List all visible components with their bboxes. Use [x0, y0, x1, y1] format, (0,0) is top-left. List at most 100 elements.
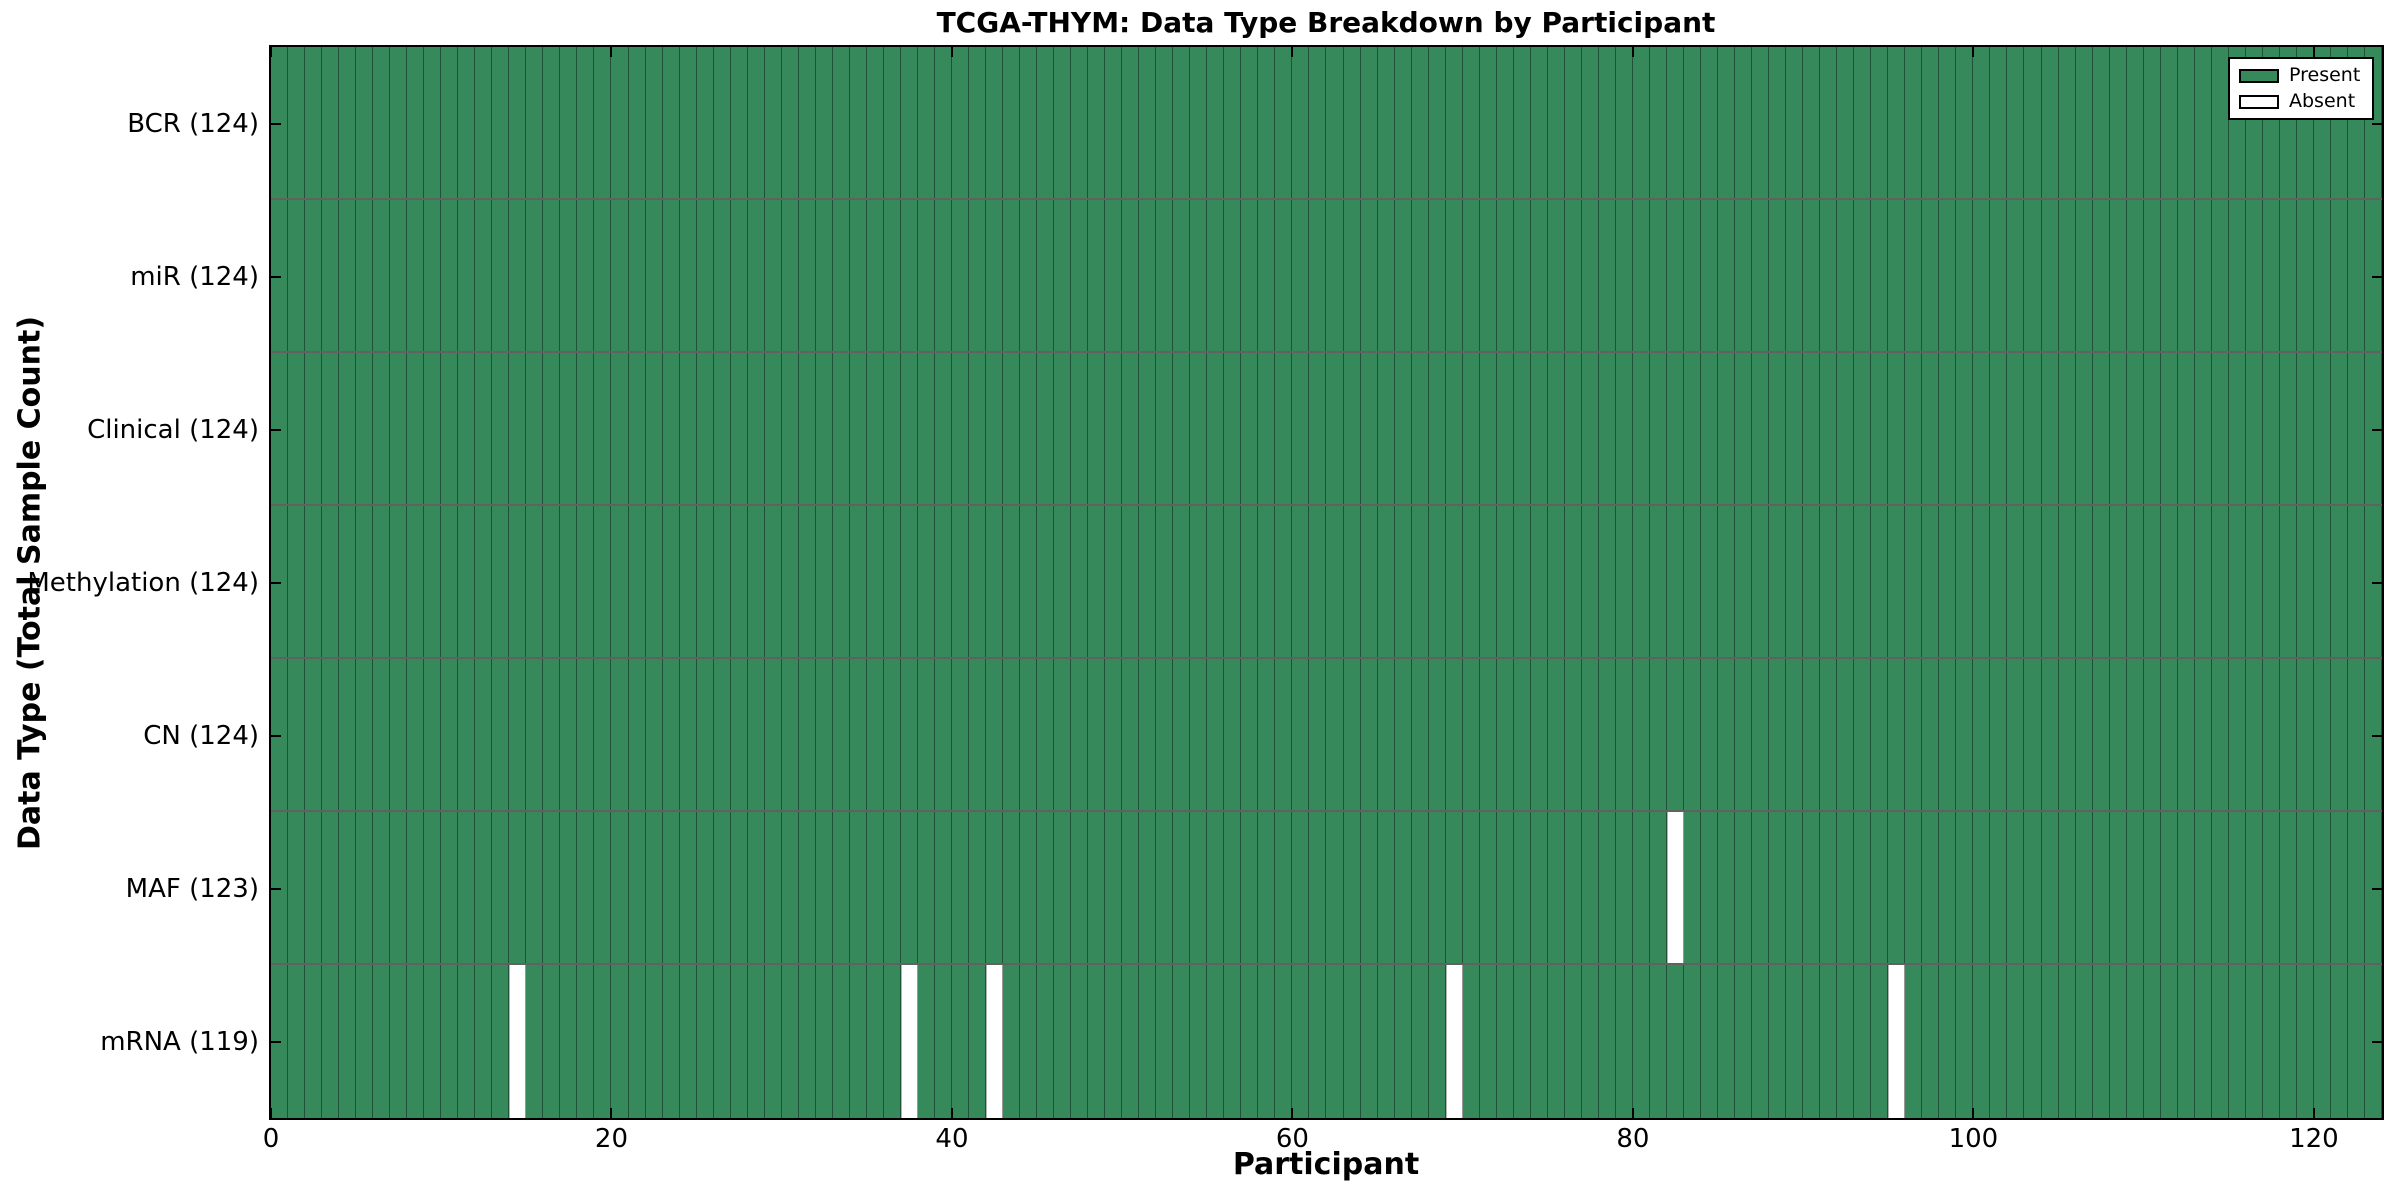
cell-present — [543, 659, 561, 810]
cell-present — [628, 506, 646, 657]
cell-present — [305, 965, 323, 1118]
cell-present — [2279, 506, 2297, 657]
cell-present — [2041, 200, 2059, 351]
cell-present — [356, 506, 374, 657]
cell-present — [986, 353, 1004, 504]
cell-present — [713, 47, 731, 198]
cell-present — [815, 506, 833, 657]
cell-present — [1377, 200, 1395, 351]
cell-present — [1701, 353, 1719, 504]
cell-present — [2041, 353, 2059, 504]
x-tick-label: 120 — [2289, 1124, 2339, 1154]
cell-present — [713, 506, 731, 657]
cell-present — [1156, 659, 1174, 810]
cell-present — [1530, 812, 1548, 963]
cell-present — [730, 965, 748, 1118]
cell-present — [1462, 659, 1480, 810]
cell-present — [305, 506, 323, 657]
cell-present — [662, 965, 680, 1118]
cell-present — [288, 506, 306, 657]
cell-present — [1905, 965, 1923, 1118]
cell-present — [2058, 506, 2076, 657]
cell-present — [2211, 965, 2229, 1118]
cell-present — [458, 353, 476, 504]
cell-present — [1973, 47, 1991, 198]
cell-present — [2313, 812, 2331, 963]
cell-present — [968, 659, 987, 810]
cell-present — [900, 812, 918, 963]
cell-present — [917, 965, 935, 1118]
cell-present — [2109, 353, 2127, 504]
cell-present — [849, 659, 867, 810]
cell-present — [1564, 200, 1582, 351]
cell-present — [1122, 353, 1140, 504]
cell-present — [900, 506, 918, 657]
cell-present — [1854, 200, 1872, 351]
cell-present — [1224, 353, 1242, 504]
x-tick-mark — [950, 47, 953, 57]
cell-present — [1309, 353, 1327, 504]
cell-present — [1564, 965, 1582, 1118]
cell-present — [1615, 47, 1633, 198]
cell-present — [526, 200, 544, 351]
cell-present — [1105, 659, 1123, 810]
cell-present — [1071, 47, 1089, 198]
cell-present — [1411, 812, 1429, 963]
cell-present — [1241, 47, 1259, 198]
x-tick-mark — [1291, 47, 1294, 57]
cell-present — [679, 200, 697, 351]
cell-present — [1922, 506, 1940, 657]
cell-present — [832, 353, 850, 504]
cell-present — [2024, 47, 2042, 198]
cell-present — [1581, 47, 1599, 198]
cell-present — [1598, 353, 1616, 504]
cell-present — [339, 47, 357, 198]
cell-present — [356, 47, 374, 198]
cell-present — [1513, 506, 1531, 657]
cell-present — [713, 965, 731, 1118]
cell-present — [1054, 812, 1072, 963]
cell-present — [662, 659, 680, 810]
cell-present — [1326, 659, 1344, 810]
heatmap-row-methylation — [271, 506, 2382, 659]
cell-present — [1428, 200, 1446, 351]
cell-present — [1632, 506, 1650, 657]
cell-present — [611, 353, 629, 504]
cell-present — [1071, 812, 1089, 963]
cell-present — [679, 506, 697, 657]
cell-absent — [1888, 965, 1906, 1118]
y-tick-label-bcr: BCR (124) — [127, 108, 259, 139]
cell-present — [1071, 659, 1089, 810]
cell-present — [1020, 965, 1038, 1118]
cell-present — [730, 47, 748, 198]
cell-present — [373, 200, 391, 351]
cell-present — [1632, 812, 1650, 963]
cell-present — [1513, 812, 1531, 963]
cell-present — [917, 659, 935, 810]
cell-present — [424, 965, 442, 1118]
cell-present — [1190, 506, 1208, 657]
cell-present — [1241, 506, 1259, 657]
cell-present — [1581, 812, 1599, 963]
cell-present — [2262, 812, 2280, 963]
cell-present — [1973, 965, 1991, 1118]
cell-present — [934, 47, 952, 198]
x-axis-label: Participant — [1232, 1147, 1420, 1182]
cell-present — [1598, 659, 1616, 810]
y-tick-mark — [271, 122, 281, 125]
cell-present — [1666, 47, 1684, 198]
cell-present — [1922, 353, 1940, 504]
cell-present — [1854, 353, 1872, 504]
cell-present — [1088, 965, 1106, 1118]
cell-present — [1105, 200, 1123, 351]
cell-present — [509, 200, 527, 351]
cell-present — [1752, 353, 1770, 504]
cell-present — [1786, 353, 1804, 504]
cell-present — [1445, 47, 1463, 198]
cell-present — [1752, 200, 1770, 351]
cell-present — [764, 965, 782, 1118]
cell-present — [543, 47, 561, 198]
cell-present — [1581, 659, 1599, 810]
cell-present — [2024, 200, 2042, 351]
cell-present — [543, 200, 561, 351]
